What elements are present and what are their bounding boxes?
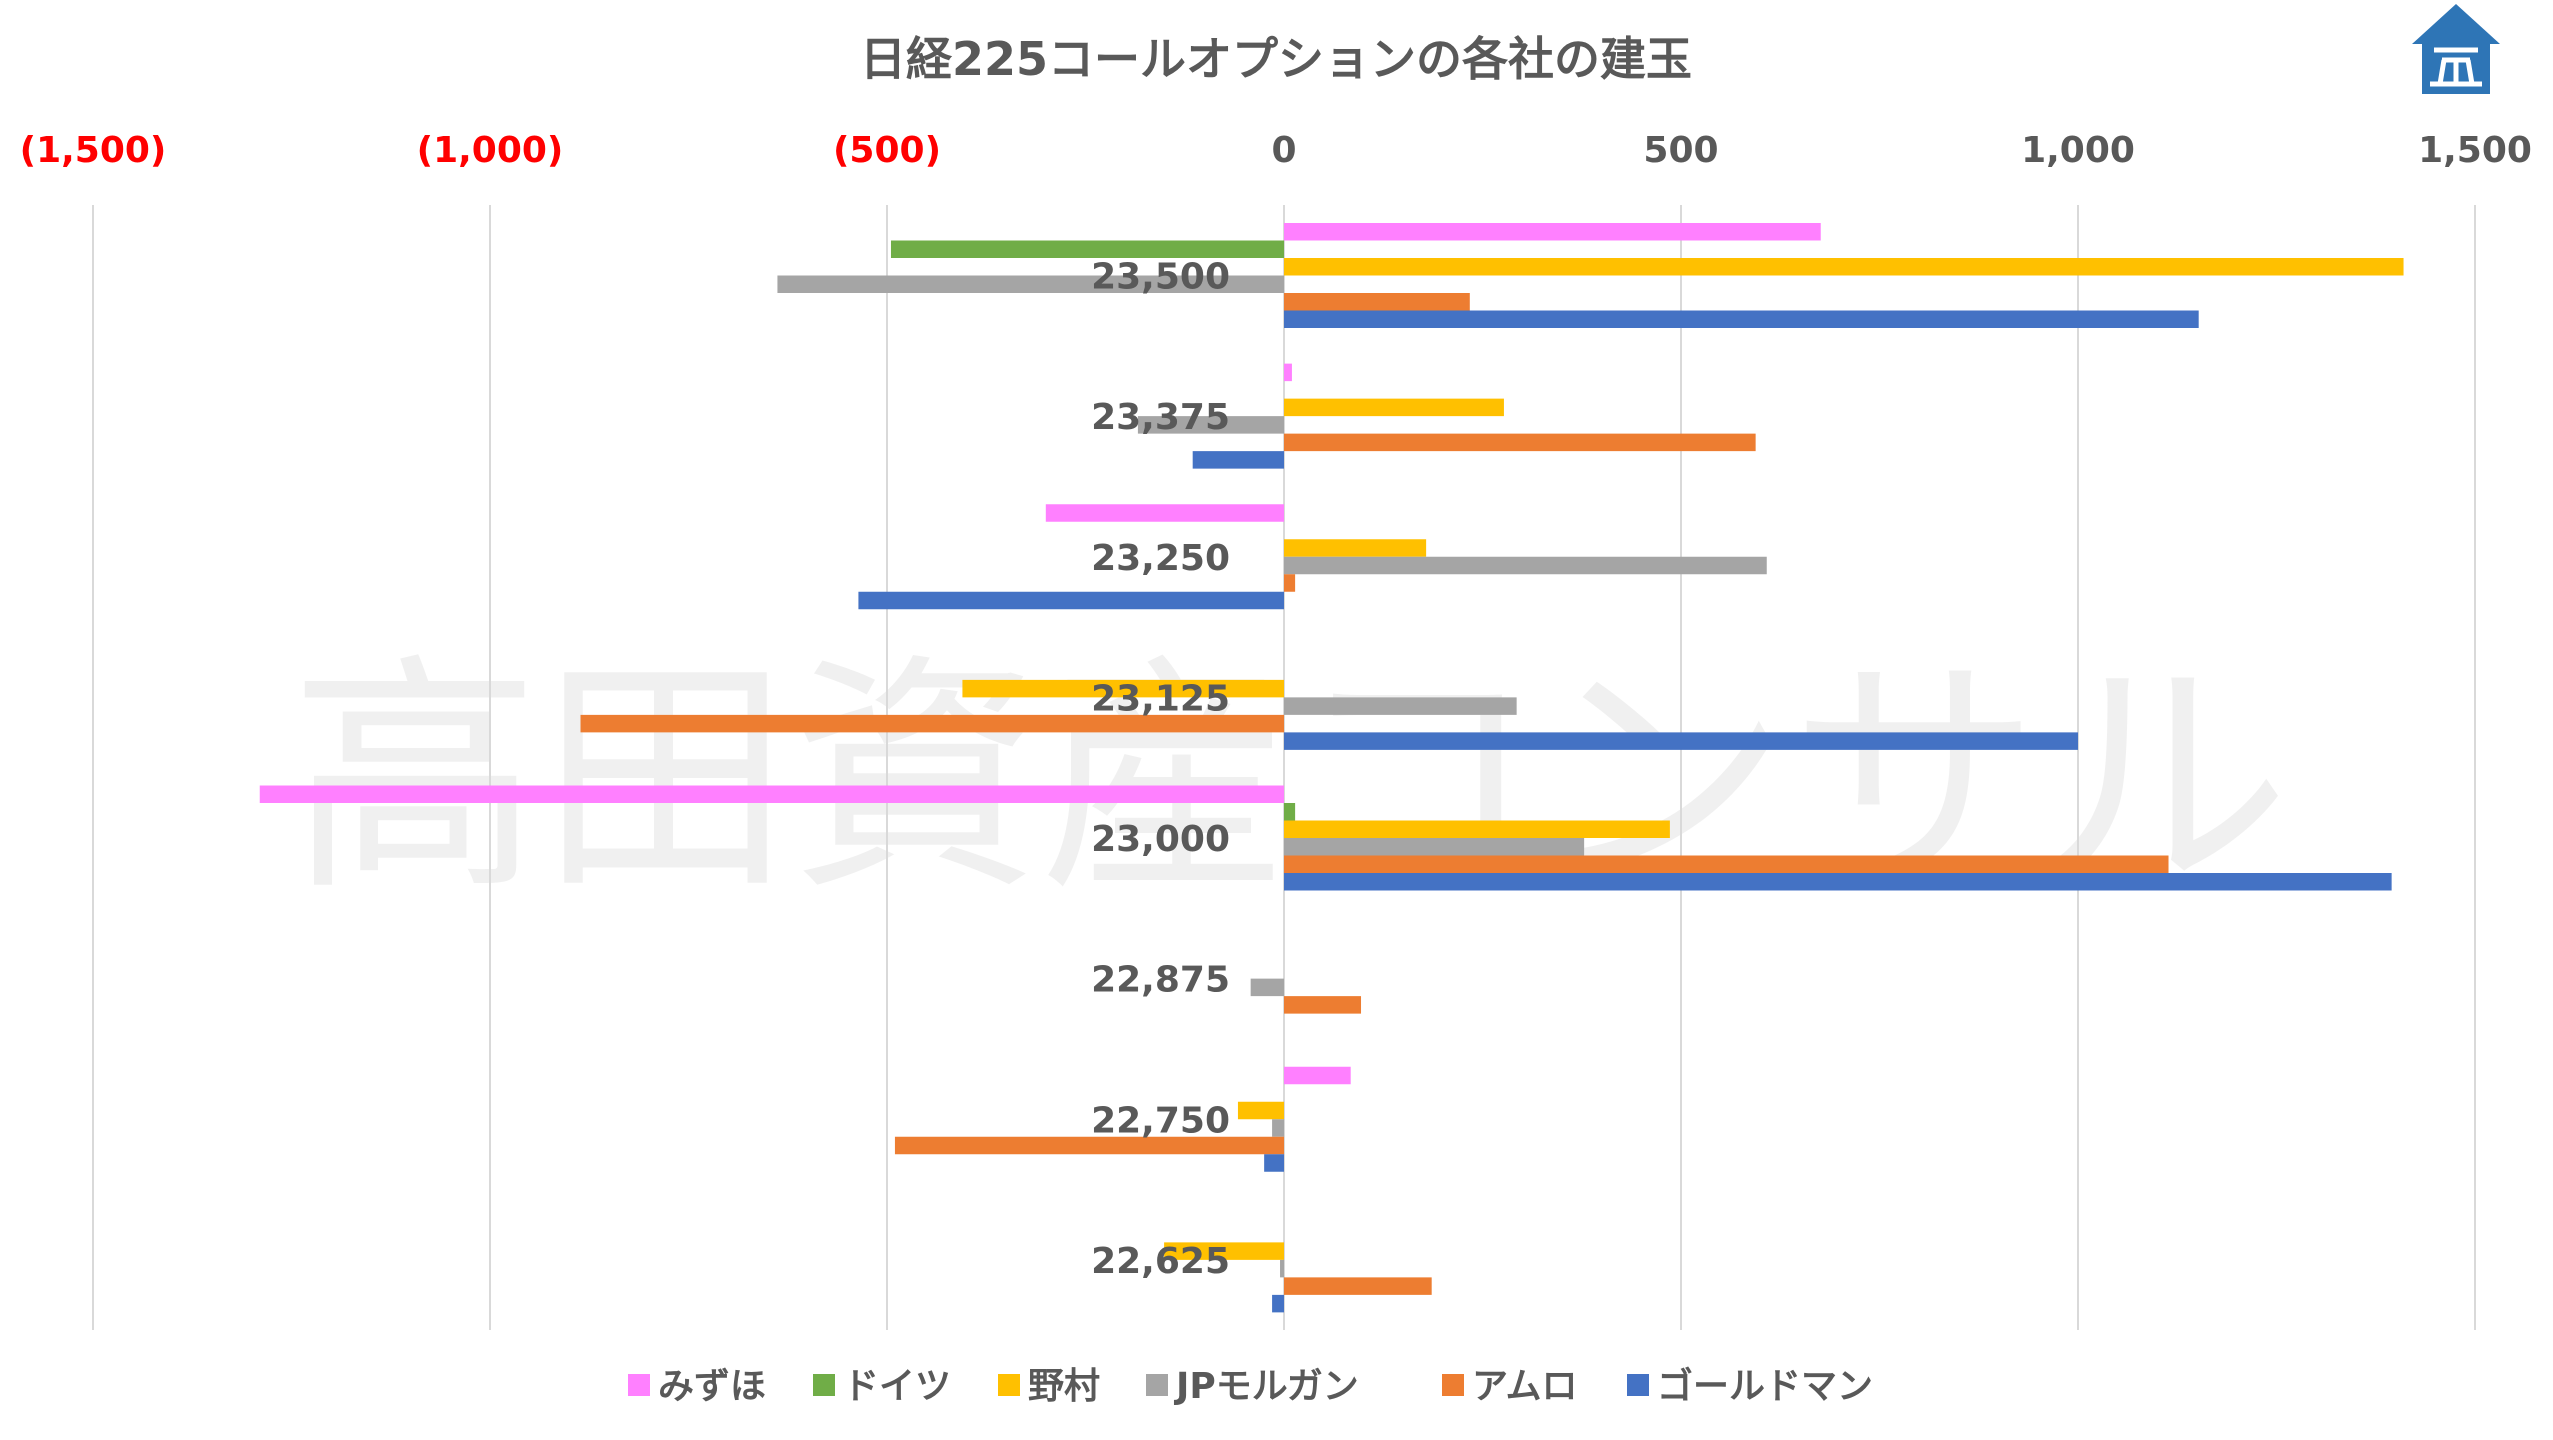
legend-label: 野村: [1028, 1366, 1100, 1407]
bar-JPモルガン: [1280, 1259, 1284, 1278]
bar-アムロ: [1284, 855, 2169, 873]
legend-swatch: [998, 1374, 1020, 1396]
bar-野村: [1284, 539, 1427, 557]
y-category-label: 23,375: [1091, 397, 1230, 438]
y-category-label: 23,000: [1091, 819, 1230, 860]
bar-アムロ: [894, 1136, 1284, 1155]
bar-野村: [1284, 820, 1670, 838]
x-axis-ticks: (1,500) (1,000) (500) 0 500 1,000 1,500: [20, 130, 2532, 171]
legend-swatch: [1146, 1374, 1168, 1396]
y-category-label: 22,750: [1091, 1100, 1230, 1141]
y-category-label: 23,500: [1091, 257, 1230, 298]
bar-野村: [1237, 1101, 1284, 1120]
y-axis-categories: 23,500 23,375 23,250 23,125 23,000 22,875 22,7…: [1091, 257, 1230, 1282]
bar-JPモルガン: [1250, 978, 1284, 997]
x-tick-label: 0: [1271, 130, 1296, 171]
legend-label: JPモルガン: [1173, 1366, 1359, 1407]
bar-野村: [1164, 1242, 1284, 1260]
x-tick-label: (1,500): [20, 130, 167, 171]
bar-野村: [1284, 258, 2404, 276]
legend-label: アムロ: [1472, 1366, 1577, 1407]
bar-ゴールドマン: [1284, 732, 2078, 750]
bar-アムロ: [1284, 574, 1296, 592]
bar-ドイツ: [1284, 803, 1296, 821]
bar-アムロ: [1284, 996, 1362, 1014]
y-category-label: 23,125: [1091, 678, 1230, 719]
bars: [259, 223, 2404, 1313]
legend-swatch: [628, 1374, 650, 1396]
bar-ゴールドマン: [1272, 1294, 1284, 1313]
x-tick-label: (1,000): [417, 130, 564, 171]
bar-アムロ: [1284, 293, 1470, 311]
x-tick-label: 500: [1643, 130, 1718, 171]
bar-JPモルガン: [1284, 697, 1517, 715]
bar-ドイツ: [890, 240, 1284, 258]
legend-label: ゴールドマン: [1657, 1365, 1873, 1407]
y-category-label: 22,625: [1091, 1241, 1230, 1282]
legend-swatch: [1442, 1374, 1464, 1396]
legend-label: みずほ: [658, 1366, 766, 1407]
bar-JPモルガン: [1137, 416, 1284, 434]
logo-icon: [2412, 4, 2500, 94]
logo-mark: [2430, 47, 2482, 87]
bar-野村: [962, 679, 1284, 698]
bar-みずほ: [1284, 223, 1821, 241]
y-category-label: 23,250: [1091, 538, 1230, 579]
legend-label: ドイツ: [843, 1366, 951, 1407]
x-tick-label: (500): [833, 130, 941, 171]
bar-JPモルガン: [777, 275, 1284, 293]
bar-ゴールドマン: [1192, 451, 1284, 469]
bar-ゴールドマン: [1284, 310, 2199, 328]
bar-アムロ: [1284, 433, 1756, 452]
x-tick-label: 1,500: [2418, 130, 2532, 171]
legend-swatch: [813, 1374, 835, 1396]
legend: みずほ ドイツ 野村 JPモルガン アムロ ゴールドマン: [628, 1365, 1873, 1407]
bar-みずほ: [1284, 1066, 1351, 1085]
bar-アムロ: [580, 714, 1284, 733]
bar-みずほ: [1284, 363, 1292, 382]
bar-ゴールドマン: [1284, 873, 2392, 891]
bar-JPモルガン: [1284, 838, 1585, 856]
legend-swatch: [1627, 1374, 1649, 1396]
bar-JPモルガン: [1272, 1119, 1284, 1137]
bar-みずほ: [1045, 504, 1284, 522]
x-tick-label: 1,000: [2021, 130, 2135, 171]
bar-ゴールドマン: [1264, 1154, 1284, 1172]
bar-野村: [1284, 398, 1504, 417]
bar-みずほ: [259, 785, 1284, 803]
y-category-label: 22,875: [1091, 960, 1230, 1001]
bar-ゴールドマン: [858, 591, 1284, 610]
bar-JPモルガン: [1284, 556, 1767, 575]
bar-アムロ: [1284, 1277, 1432, 1295]
chart-title: 日経225コールオプションの各社の建玉: [860, 32, 1692, 86]
